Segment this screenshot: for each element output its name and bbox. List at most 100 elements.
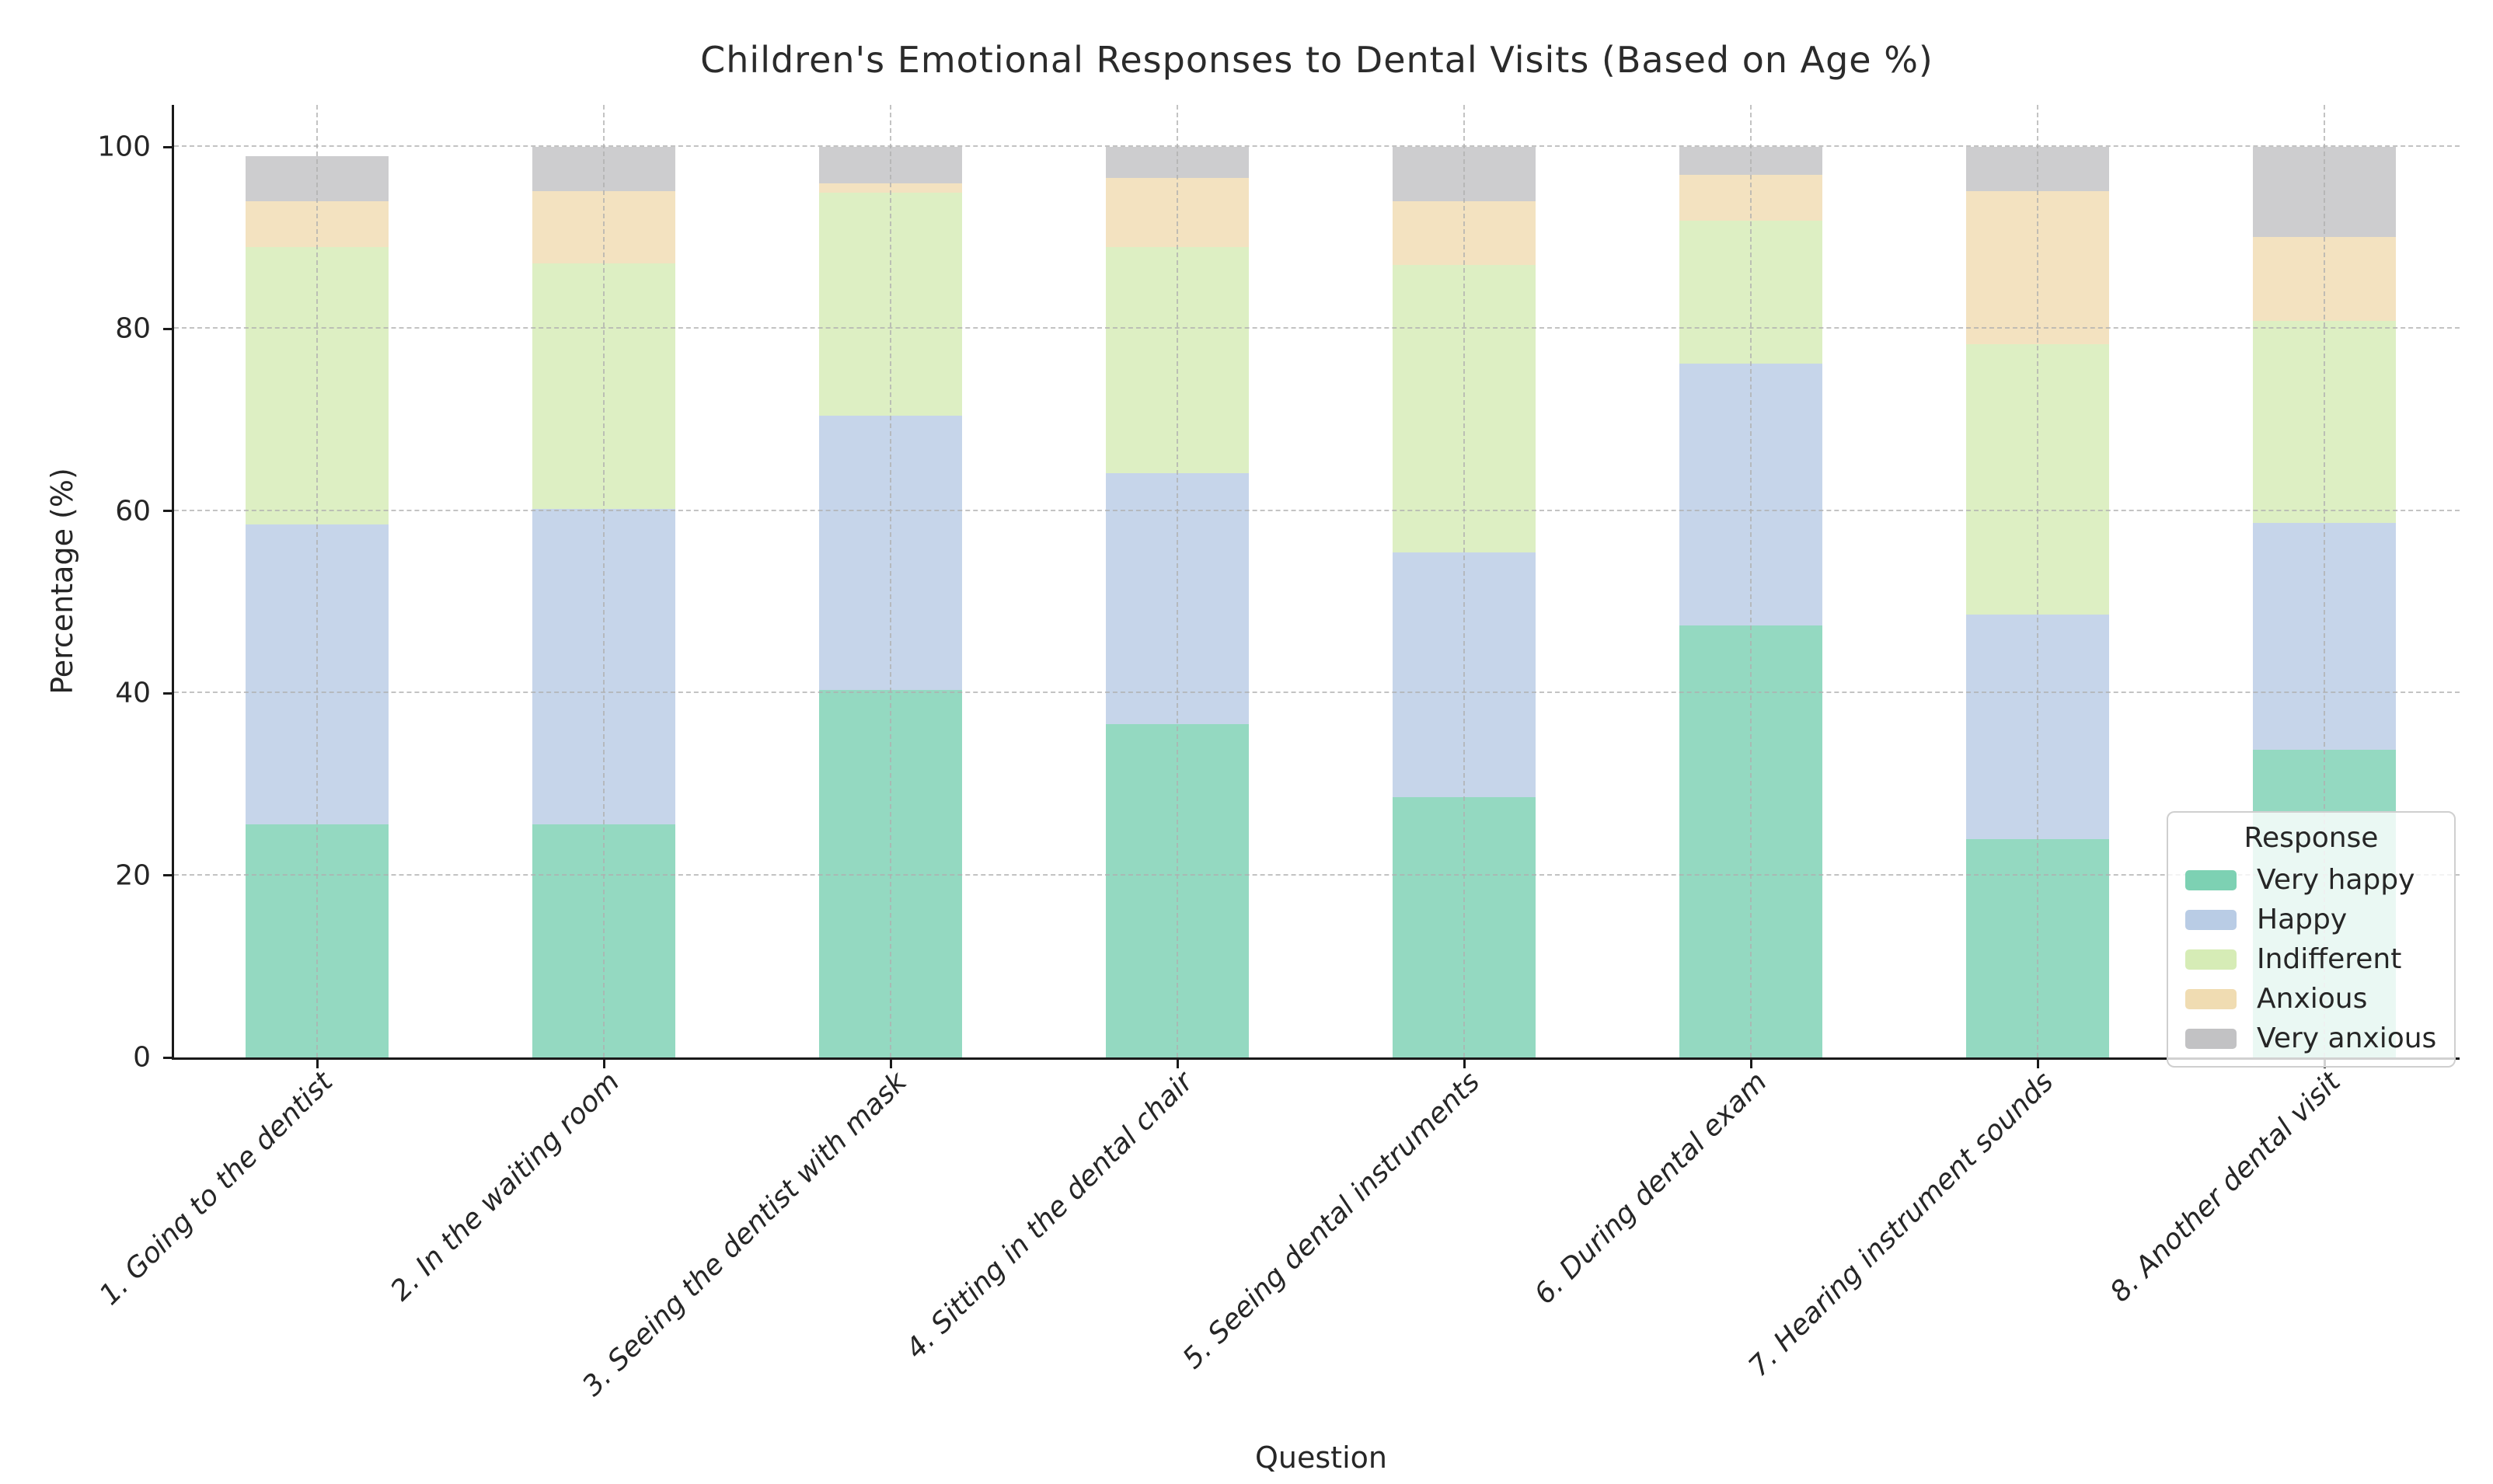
x-tick — [1749, 1060, 1752, 1068]
bar-segment-very-happy — [1106, 724, 1249, 1057]
legend-label: Happy — [2257, 904, 2348, 935]
legend-label: Indifferent — [2257, 943, 2402, 975]
bar-segment-happy — [1966, 615, 2109, 839]
legend-swatch-very-happy — [2185, 869, 2237, 890]
y-gridline — [174, 327, 2460, 329]
y-gridline — [174, 691, 2460, 694]
bar-segment-very-anxious — [1679, 147, 1822, 176]
x-tick — [2036, 1060, 2039, 1068]
bar-segment-indifferent — [246, 246, 389, 525]
legend-swatch-anxious — [2185, 988, 2237, 1009]
legend-row: Very happy — [2168, 860, 2454, 900]
bar-segment-indifferent — [819, 192, 962, 416]
x-axis-label: Question — [1255, 1440, 1387, 1475]
legend-label: Very happy — [2257, 864, 2415, 896]
legend-title: Response — [2244, 822, 2379, 854]
bar-segment-indifferent — [1966, 344, 2109, 615]
x-tick — [1176, 1060, 1179, 1068]
y-tick — [163, 510, 174, 513]
legend-row: Happy — [2168, 900, 2454, 939]
bar-segment-very-anxious — [819, 147, 962, 183]
y-gridline — [174, 145, 2460, 147]
y-tick — [163, 145, 174, 148]
bar-segment-anxious — [1106, 177, 1249, 247]
bar-segment-anxious — [246, 201, 389, 247]
stacked-bar — [1966, 147, 2109, 1057]
x-tick — [602, 1060, 605, 1068]
y-tick-label: 0 — [133, 1041, 151, 1074]
x-category-label: 4. Sitting in the dental chair — [900, 1066, 1200, 1366]
bar-segment-very-happy — [1393, 796, 1536, 1057]
bar-segment-indifferent — [2253, 320, 2396, 524]
bar-segment-happy — [532, 509, 675, 824]
bar-segment-anxious — [532, 191, 675, 264]
x-tick — [889, 1060, 892, 1068]
legend-row: Anxious — [2168, 979, 2454, 1019]
y-gridline — [174, 509, 2460, 511]
x-tick — [316, 1060, 319, 1068]
y-tick — [163, 327, 174, 330]
bar-segment-anxious — [819, 183, 962, 193]
bar-segment-very-happy — [1679, 625, 1822, 1057]
y-tick-label: 20 — [115, 859, 151, 892]
bar-segment-indifferent — [1106, 246, 1249, 473]
y-tick — [163, 691, 174, 695]
bar-segment-very-anxious — [246, 155, 389, 202]
bar-segment-anxious — [1679, 175, 1822, 221]
bar-segment-very-anxious — [1393, 147, 1536, 202]
legend-swatch-indifferent — [2185, 949, 2237, 970]
y-tick — [163, 874, 174, 877]
legend-rows: Very happy Happy Indifferent Anxious Very an… — [2168, 860, 2454, 1058]
bar-segment-very-happy — [819, 689, 962, 1057]
y-tick-label: 100 — [97, 131, 151, 163]
y-tick-label: 60 — [115, 495, 151, 528]
bar-segment-happy — [819, 415, 962, 690]
bar-segment-anxious — [1966, 191, 2109, 345]
stacked-bar — [1679, 147, 1822, 1057]
bar-segment-very-anxious — [1966, 147, 2109, 192]
legend-row: Indifferent — [2168, 939, 2454, 979]
x-category-label: 8. Another dental visit — [2104, 1066, 2347, 1308]
bar-segment-happy — [246, 524, 389, 824]
x-category-label: 5. Seeing dental instruments — [1177, 1066, 1487, 1375]
stacked-bar — [246, 155, 389, 1057]
bar-segment-happy — [1106, 472, 1249, 725]
legend-label: Very anxious — [2257, 1022, 2437, 1054]
bar-segment-anxious — [2253, 237, 2396, 321]
bar-segment-indifferent — [1679, 220, 1822, 364]
bar-segment-happy — [1679, 363, 1822, 626]
y-gridline — [174, 873, 2460, 876]
bar-segment-indifferent — [532, 263, 675, 510]
bar-segment-very-anxious — [2253, 147, 2396, 238]
x-category-label: 3. Seeing the dentist with mask — [576, 1066, 913, 1403]
x-category-label: 7. Hearing instrument sounds — [1742, 1066, 2060, 1383]
x-tick — [1463, 1060, 1466, 1068]
x-category-label: 6. During dental exam — [1528, 1066, 1773, 1311]
bar-segment-indifferent — [1393, 265, 1536, 552]
legend-row: Very anxious — [2168, 1019, 2454, 1058]
stacked-bar — [532, 147, 675, 1057]
bar-segment-very-happy — [246, 824, 389, 1057]
stacked-bar — [819, 147, 962, 1057]
legend-label: Anxious — [2257, 983, 2368, 1015]
bar-segment-very-happy — [532, 824, 675, 1057]
legend-swatch-happy — [2185, 909, 2237, 930]
stacked-bar — [1106, 147, 1249, 1057]
y-tick-label: 80 — [115, 312, 151, 345]
stacked-bar — [1393, 147, 1536, 1057]
y-tick — [163, 1056, 174, 1059]
bar-segment-anxious — [1393, 201, 1536, 266]
x-category-label: 1. Going to the dentist — [93, 1066, 340, 1312]
bar-segment-very-happy — [1966, 838, 2109, 1057]
legend: Response Very happy Happy Indifferent Anxio… — [2167, 811, 2456, 1068]
plot-area — [172, 105, 2460, 1060]
bar-segment-happy — [2253, 523, 2396, 750]
legend-swatch-very-anxious — [2185, 1028, 2237, 1049]
bar-segment-very-anxious — [1106, 147, 1249, 178]
bar-segment-very-anxious — [532, 147, 675, 192]
chart-title: Children's Emotional Responses to Dental… — [700, 39, 1933, 81]
y-tick-label: 40 — [115, 677, 151, 709]
bar-segment-happy — [1393, 552, 1536, 797]
x-category-label: 2. In the waiting room — [385, 1066, 626, 1308]
